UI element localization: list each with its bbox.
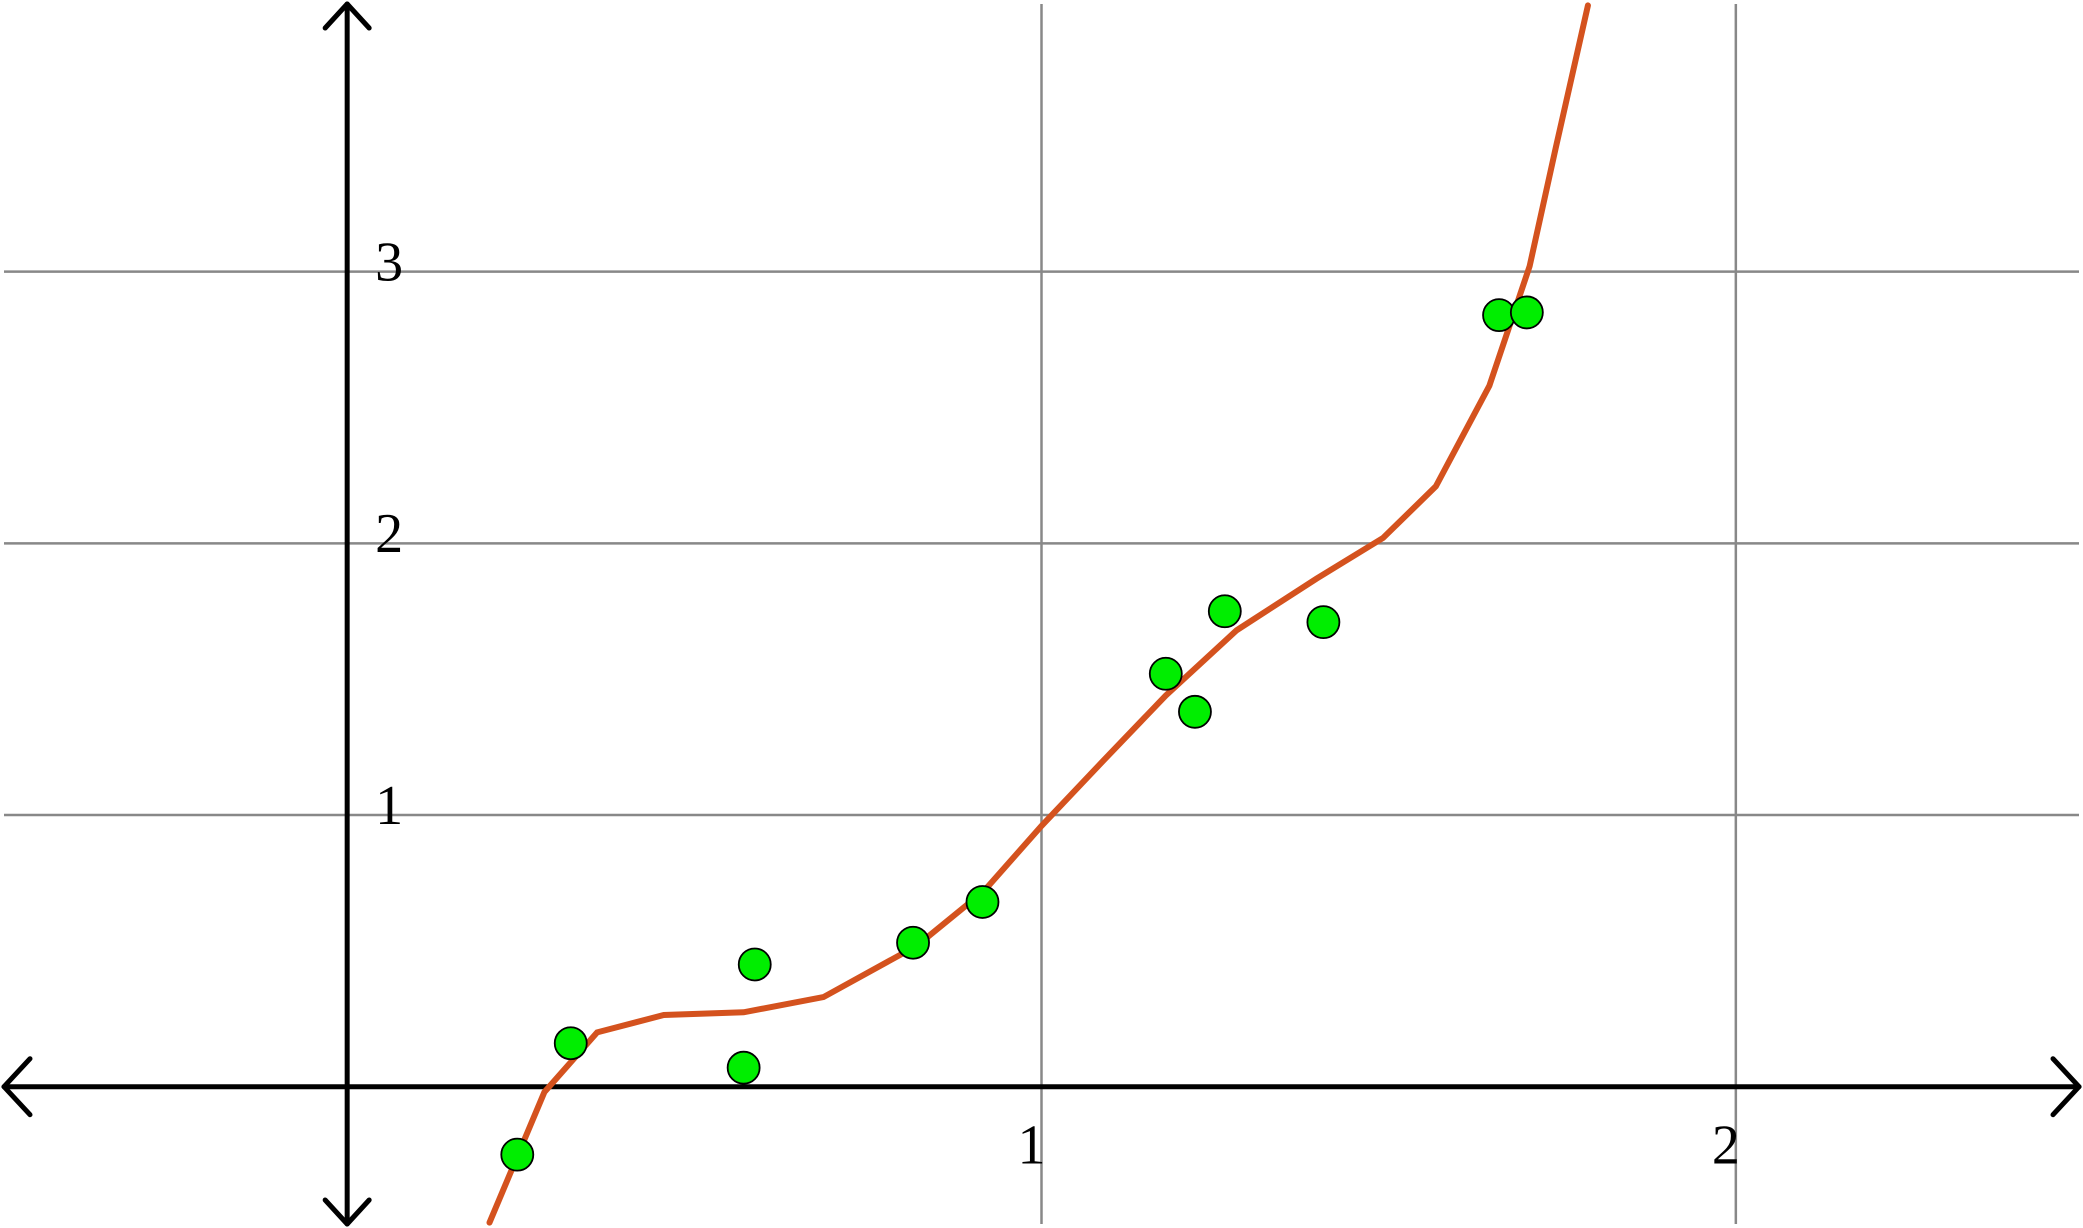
data-point: [737, 947, 772, 982]
data-point: [1148, 656, 1183, 691]
data-point: [896, 925, 930, 960]
arrow: [2050, 1056, 2082, 1118]
x-tick-label: 2: [1712, 1115, 1740, 1177]
arrow: [322, 1, 372, 31]
data-point: [1178, 694, 1212, 729]
data-point: [726, 1050, 761, 1085]
data-point: [1306, 605, 1341, 640]
arrow: [1, 1056, 33, 1118]
y-tick-label: 1: [375, 775, 403, 837]
data-point: [500, 1137, 535, 1172]
x-tick-label: 1: [1018, 1115, 1046, 1177]
y-tick-label: 2: [375, 503, 403, 565]
data-point: [965, 885, 1000, 919]
data-point: [1509, 295, 1544, 330]
data-point: [1207, 594, 1242, 629]
arrow: [322, 1197, 372, 1227]
fit-curve: [486, 2, 1591, 1226]
data-point: [553, 1026, 588, 1061]
y-tick-label: 3: [375, 232, 403, 294]
